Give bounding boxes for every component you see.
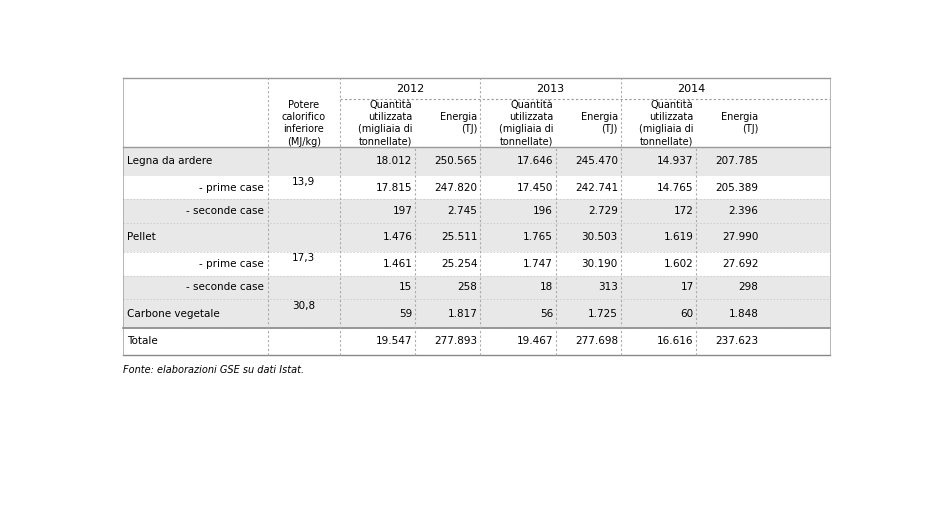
Text: 242.741: 242.741 (575, 182, 618, 193)
Text: 60: 60 (681, 308, 694, 319)
Bar (124, 78, 830, 147)
Text: Fonte: elaborazioni GSE su dati Istat.: Fonte: elaborazioni GSE su dati Istat. (124, 365, 305, 375)
Text: 258: 258 (458, 282, 477, 293)
Bar (124, 299, 830, 328)
Text: 17.450: 17.450 (517, 182, 553, 193)
Text: - prime case: - prime case (199, 182, 264, 193)
Text: 2013: 2013 (537, 83, 565, 94)
Text: 19.547: 19.547 (376, 336, 413, 347)
Text: 1.817: 1.817 (447, 308, 477, 319)
Text: 2012: 2012 (396, 83, 424, 94)
Text: Energia
(TJ): Energia (TJ) (722, 112, 759, 134)
Text: 18.012: 18.012 (376, 157, 413, 166)
Text: 2.745: 2.745 (447, 207, 477, 216)
Text: 1.602: 1.602 (664, 259, 694, 269)
Text: Energia
(TJ): Energia (TJ) (580, 112, 618, 134)
Text: 1.619: 1.619 (664, 232, 694, 243)
Text: - prime case: - prime case (199, 259, 264, 269)
Text: 1.461: 1.461 (382, 259, 413, 269)
Text: 27.990: 27.990 (722, 232, 759, 243)
Text: Quantità
utilizzata
(migliaia di
tonnellate): Quantità utilizzata (migliaia di tonnell… (498, 100, 553, 147)
Text: 1.848: 1.848 (728, 308, 759, 319)
Text: 18: 18 (539, 282, 553, 293)
Text: 30,8: 30,8 (292, 301, 315, 312)
Text: 25.511: 25.511 (441, 232, 477, 243)
Text: 17.815: 17.815 (376, 182, 413, 193)
Text: 247.820: 247.820 (434, 182, 477, 193)
Text: 245.470: 245.470 (575, 157, 618, 166)
Text: 17: 17 (681, 282, 694, 293)
Text: 17,3: 17,3 (292, 253, 315, 263)
Text: 2014: 2014 (677, 83, 705, 94)
Text: 207.785: 207.785 (715, 157, 759, 166)
Bar (124, 252, 830, 276)
Text: 15: 15 (399, 282, 413, 293)
Text: 205.389: 205.389 (715, 182, 759, 193)
Text: 1.747: 1.747 (524, 259, 553, 269)
Text: 277.698: 277.698 (575, 336, 618, 347)
Text: 172: 172 (673, 207, 694, 216)
Text: Legna da ardere: Legna da ardere (127, 157, 212, 166)
Text: 17.646: 17.646 (516, 157, 553, 166)
Text: Pellet: Pellet (127, 232, 156, 243)
Text: 197: 197 (392, 207, 413, 216)
Bar (124, 223, 830, 252)
Text: - seconde case: - seconde case (186, 207, 264, 216)
Text: 2.396: 2.396 (728, 207, 759, 216)
Bar (124, 199, 830, 223)
Text: Potere
calorifico
inferiore
(MJ/kg): Potere calorifico inferiore (MJ/kg) (282, 100, 326, 147)
Text: 59: 59 (399, 308, 413, 319)
Text: 30.190: 30.190 (581, 259, 618, 269)
Text: 30.503: 30.503 (581, 232, 618, 243)
Text: Energia
(TJ): Energia (TJ) (440, 112, 477, 134)
Bar (124, 328, 830, 355)
Text: Totale: Totale (127, 336, 158, 347)
Text: 27.692: 27.692 (722, 259, 759, 269)
Text: 313: 313 (598, 282, 618, 293)
Text: Quantità
utilizzata
(migliaia di
tonnellate): Quantità utilizzata (migliaia di tonnell… (639, 100, 694, 147)
Text: 1.765: 1.765 (524, 232, 553, 243)
Text: 25.254: 25.254 (441, 259, 477, 269)
Text: 13,9: 13,9 (292, 177, 315, 186)
Text: 56: 56 (539, 308, 553, 319)
Text: 237.623: 237.623 (715, 336, 759, 347)
Text: Carbone vegetale: Carbone vegetale (127, 308, 219, 319)
Bar (124, 176, 830, 199)
Text: 2.729: 2.729 (588, 207, 618, 216)
Text: 298: 298 (738, 282, 759, 293)
Text: 277.893: 277.893 (434, 336, 477, 347)
Text: 14.765: 14.765 (658, 182, 694, 193)
Text: 196: 196 (533, 207, 553, 216)
Bar (124, 147, 830, 176)
Text: - seconde case: - seconde case (186, 282, 264, 293)
Text: 1.725: 1.725 (588, 308, 618, 319)
Text: 19.467: 19.467 (516, 336, 553, 347)
Text: 250.565: 250.565 (434, 157, 477, 166)
Bar (124, 276, 830, 299)
Text: 1.476: 1.476 (382, 232, 413, 243)
Text: Quantità
utilizzata
(migliaia di
tonnellate): Quantità utilizzata (migliaia di tonnell… (358, 100, 413, 147)
Text: 16.616: 16.616 (658, 336, 694, 347)
Text: 14.937: 14.937 (658, 157, 694, 166)
